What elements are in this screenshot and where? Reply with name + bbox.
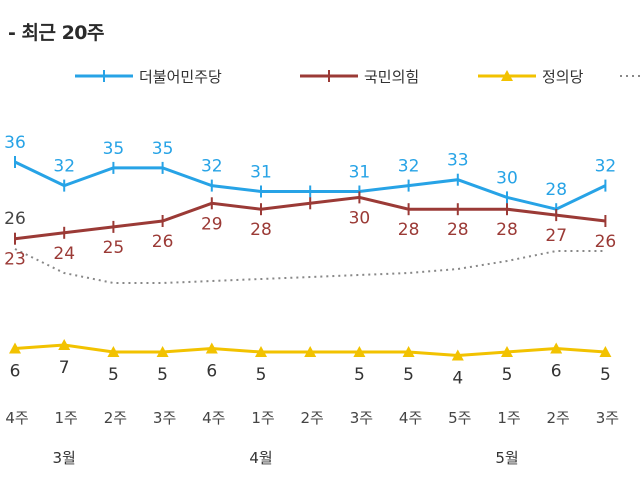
data-label-red: 27 xyxy=(545,226,567,246)
data-point-yellow xyxy=(550,342,563,354)
data-label-red: 28 xyxy=(398,220,420,240)
data-label-blue: 32 xyxy=(398,157,420,177)
data-label-gray: 26 xyxy=(4,209,26,229)
data-point-yellow xyxy=(107,346,120,357)
data-label-yellow: 5 xyxy=(157,365,168,385)
data-label-yellow: 7 xyxy=(59,358,70,378)
data-label-red: 26 xyxy=(595,232,617,252)
data-label-red: 28 xyxy=(447,220,469,240)
legend-label: 더불어민주당 xyxy=(139,68,222,86)
data-label-blue: 35 xyxy=(152,139,174,159)
data-point-yellow xyxy=(402,346,415,357)
data-label-yellow: 6 xyxy=(551,362,562,382)
data-label-yellow: 5 xyxy=(403,365,414,385)
data-point-yellow xyxy=(156,346,169,357)
data-point-yellow xyxy=(451,349,464,361)
data-label-red: 29 xyxy=(201,214,223,234)
data-label-blue: 28 xyxy=(545,180,567,200)
x-tick-label: 2주 xyxy=(104,409,127,427)
data-label-blue: 33 xyxy=(447,151,469,171)
data-label-red: 30 xyxy=(349,208,371,228)
data-point-yellow xyxy=(205,342,218,354)
x-tick-label: 2주 xyxy=(547,409,570,427)
data-label-yellow: 5 xyxy=(256,365,267,385)
data-label-yellow: 4 xyxy=(452,369,463,389)
data-label-red: 28 xyxy=(250,220,272,240)
data-label-red: 26 xyxy=(152,232,174,252)
data-label-blue: 31 xyxy=(250,163,272,183)
month-label: 5월 xyxy=(495,449,518,467)
data-label-blue: 36 xyxy=(4,133,26,153)
data-label-blue: 32 xyxy=(201,157,223,177)
x-tick-label: 4주 xyxy=(399,409,422,427)
data-label-red: 24 xyxy=(53,244,75,264)
data-label-yellow: 5 xyxy=(502,365,513,385)
x-tick-label: 3주 xyxy=(350,409,373,427)
x-tick-label: 4주 xyxy=(202,409,225,427)
data-label-yellow: 5 xyxy=(354,365,365,385)
data-point-yellow xyxy=(599,346,612,357)
data-label-red: 25 xyxy=(103,238,125,258)
x-tick-label: 1주 xyxy=(497,409,520,427)
legend-label: 국민의힘 xyxy=(364,68,419,86)
x-tick-label: 5주 xyxy=(448,409,471,427)
data-label-blue: 30 xyxy=(496,168,518,188)
legend-label: 정의당 xyxy=(542,68,584,86)
data-point-yellow xyxy=(58,339,71,350)
x-tick-label: 3주 xyxy=(153,409,176,427)
data-label-yellow: 6 xyxy=(10,362,21,382)
chart-title: - 최근 20주 xyxy=(8,22,105,44)
data-point-yellow xyxy=(304,346,317,357)
data-label-blue: 32 xyxy=(53,157,75,177)
x-tick-label: 3주 xyxy=(596,409,619,427)
month-label: 4월 xyxy=(249,449,272,467)
x-tick-label: 1주 xyxy=(251,409,274,427)
x-tick-label: 1주 xyxy=(55,409,78,427)
data-point-yellow xyxy=(353,346,366,357)
data-label-blue: 31 xyxy=(349,163,371,183)
legend-marker xyxy=(501,70,513,81)
data-label-red: 28 xyxy=(496,220,518,240)
x-tick-label: 2주 xyxy=(301,409,324,427)
data-point-yellow xyxy=(255,346,267,357)
month-label: 3월 xyxy=(53,449,76,467)
data-label-yellow: 5 xyxy=(108,365,119,385)
data-label-yellow: 5 xyxy=(600,365,611,385)
data-label-red: 23 xyxy=(4,250,26,270)
x-tick-label: 4주 xyxy=(5,409,28,427)
data-label-blue: 35 xyxy=(103,139,125,159)
data-label-yellow: 6 xyxy=(206,362,217,382)
data-point-yellow xyxy=(9,342,21,354)
series-line-gray xyxy=(14,248,606,284)
data-label-blue: 32 xyxy=(595,157,617,177)
data-point-yellow xyxy=(501,346,513,357)
